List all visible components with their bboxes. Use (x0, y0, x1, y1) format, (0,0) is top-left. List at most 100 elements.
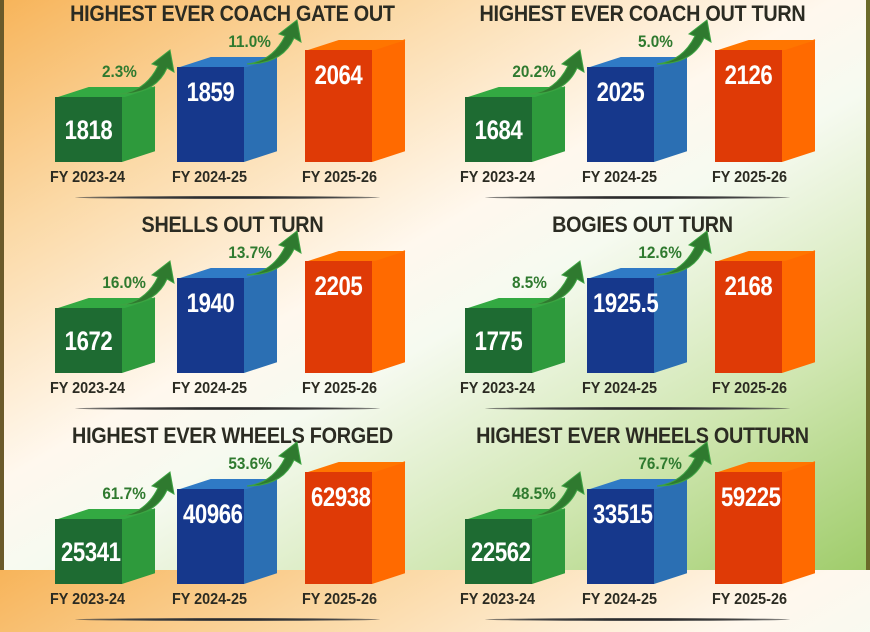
bar-front-face (177, 278, 244, 373)
growth-arrow-icon (246, 230, 302, 276)
growth-arrow-icon (119, 49, 175, 95)
bar-value-label: 2205 (314, 271, 363, 301)
bar-fy-2025-26: 2064 (305, 39, 406, 162)
bar-front-face (715, 261, 782, 373)
category-label: FY 2025-26 (302, 169, 377, 186)
growth-label: 61.7% (102, 484, 146, 503)
bar-fy-2024-25: 33515 (587, 478, 688, 584)
bar-value-label: 1925.5 (593, 288, 659, 318)
bar-value-label: 1672 (64, 326, 113, 356)
growth-arrow-icon (246, 19, 302, 65)
category-label: FY 2025-26 (712, 169, 787, 186)
section-divider (485, 407, 790, 410)
chart-panel: HIGHEST EVER WHEELS FORGED 25341 FY 2023-2… (0, 422, 435, 632)
bar-side-face (244, 267, 277, 373)
growth-arrow-icon (246, 441, 302, 487)
bar-front-face (715, 50, 782, 162)
growth-label: 2.3% (101, 62, 137, 81)
chart-title: HIGHEST EVER WHEELS FORGED (72, 423, 393, 448)
bar-value-label: 25341 (61, 537, 121, 567)
growth-label: 5.0% (637, 32, 673, 51)
chart-title: HIGHEST EVER COACH GATE OUT (70, 1, 395, 26)
bar-front-face (55, 308, 122, 373)
bar-front-face (587, 489, 654, 584)
growth-arrow-icon (119, 471, 175, 517)
bar-front-face (715, 472, 782, 584)
section-divider (485, 618, 790, 621)
growth-arrow-icon (529, 260, 585, 306)
section-divider (75, 618, 380, 621)
bar-side-face (654, 478, 687, 584)
category-label: FY 2023-24 (50, 591, 125, 608)
bar-side-face (372, 461, 405, 584)
bar-fy-2023-24: 1775 (465, 297, 566, 373)
bar-front-face (587, 278, 654, 373)
growth-label: 8.5% (511, 273, 547, 292)
chart-title: SHELLS OUT TURN (141, 212, 324, 237)
category-label: FY 2024-25 (582, 380, 657, 397)
bar-value-label: 1684 (474, 115, 523, 145)
growth-arrow-icon (656, 441, 712, 487)
chart-panel: HIGHEST EVER WHEELS OUTTURN 22562 FY 2023-… (410, 422, 845, 632)
right-border (866, 0, 870, 570)
category-label: FY 2024-25 (172, 169, 247, 186)
section-divider (75, 407, 380, 410)
category-label: FY 2025-26 (712, 380, 787, 397)
bar-front-face (177, 67, 244, 162)
bar-value-label: 2025 (596, 77, 645, 107)
bar-value-label: 33515 (593, 499, 653, 529)
category-label: FY 2025-26 (302, 591, 377, 608)
growth-label: 76.7% (638, 454, 682, 473)
bar-side-face (782, 250, 815, 373)
chart-title: BOGIES OUT TURN (552, 212, 733, 237)
chart-title: HIGHEST EVER WHEELS OUTTURN (476, 423, 809, 448)
bar-value-label: 59225 (721, 482, 781, 512)
bar-value-label: 2126 (724, 60, 773, 90)
bar-front-face (587, 67, 654, 162)
category-label: FY 2023-24 (50, 380, 125, 397)
bar-value-label: 62938 (311, 482, 371, 512)
growth-label: 20.2% (512, 62, 556, 81)
bar-side-face (244, 478, 277, 584)
chart-panel: SHELLS OUT TURN 1672 FY 2023-24 1940 FY 2024… (0, 211, 435, 421)
chart-title: HIGHEST EVER COACH OUT TURN (479, 1, 806, 26)
section-divider (75, 196, 380, 199)
category-label: FY 2024-25 (582, 169, 657, 186)
growth-label: 53.6% (228, 454, 272, 473)
bar-fy-2023-24: 1818 (55, 86, 156, 162)
bar-value-label: 2064 (314, 60, 363, 90)
bar-fy-2025-26: 2168 (715, 250, 816, 373)
bar-front-face (305, 50, 372, 162)
category-label: FY 2024-25 (582, 591, 657, 608)
growth-arrow-icon (529, 49, 585, 95)
category-label: FY 2024-25 (172, 591, 247, 608)
category-label: FY 2024-25 (172, 380, 247, 397)
bar-value-label: 2168 (724, 271, 773, 301)
bar-value-label: 40966 (183, 499, 243, 529)
category-label: FY 2025-26 (302, 380, 377, 397)
growth-label: 48.5% (512, 484, 556, 503)
bar-fy-2024-25: 1940 (177, 267, 278, 373)
bar-side-face (782, 39, 815, 162)
bar-fy-2025-26: 59225 (715, 461, 816, 584)
bar-value-label: 1775 (474, 326, 523, 356)
bar-value-label: 1940 (186, 288, 235, 318)
bar-fy-2024-25: 1925.5 (587, 267, 688, 373)
bar-side-face (372, 39, 405, 162)
bar-front-face (55, 97, 122, 162)
chart-panel: BOGIES OUT TURN 1775 FY 2023-24 1925.5 FY 20… (410, 211, 845, 421)
chart-panel: HIGHEST EVER COACH GATE OUT 1818 FY 2023-2… (0, 0, 435, 210)
bar-value-label: 22562 (471, 537, 531, 567)
growth-arrow-icon (529, 471, 585, 517)
left-border (0, 0, 4, 570)
bar-front-face (465, 308, 532, 373)
section-divider (485, 196, 790, 199)
growth-arrow-icon (119, 260, 175, 306)
bar-fy-2023-24: 22562 (465, 508, 566, 584)
bar-fy-2024-25: 40966 (177, 478, 278, 584)
bar-fy-2025-26: 2126 (715, 39, 816, 162)
bar-side-face (372, 250, 405, 373)
bar-fy-2023-24: 25341 (55, 508, 156, 584)
bar-fy-2023-24: 1684 (465, 86, 566, 162)
bar-fy-2024-25: 1859 (177, 56, 278, 162)
